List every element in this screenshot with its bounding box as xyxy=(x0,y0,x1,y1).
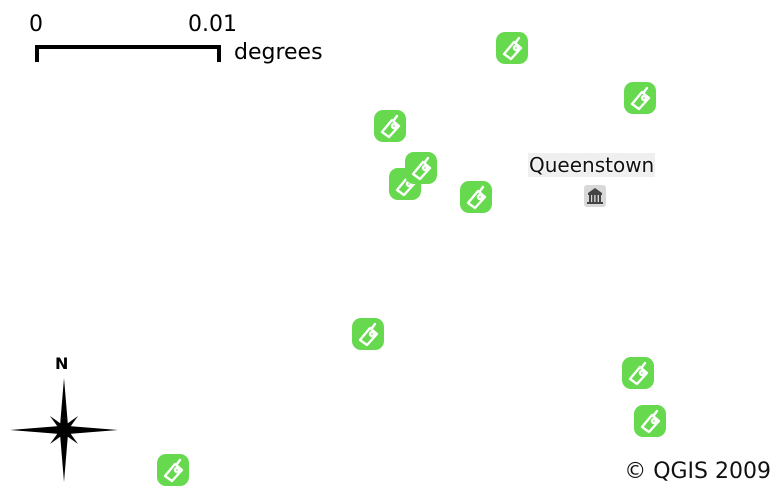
map-marker[interactable] xyxy=(624,82,656,114)
scale-bar: 0 0.01 degrees xyxy=(20,8,350,68)
scale-end-label: 0.01 xyxy=(188,12,237,37)
map-marker[interactable] xyxy=(622,357,654,389)
map-marker[interactable] xyxy=(460,181,492,213)
scale-line xyxy=(35,45,221,62)
scale-units-label: degrees xyxy=(234,40,323,65)
north-label: N xyxy=(55,354,69,373)
camping-tag-icon xyxy=(640,409,661,434)
copyright-label: © QGIS 2009 xyxy=(624,459,771,484)
town-hall-icon[interactable] xyxy=(583,184,607,208)
camping-tag-icon xyxy=(358,322,379,347)
map-marker[interactable] xyxy=(405,152,437,184)
camping-tag-icon xyxy=(380,114,401,139)
town-label: Queenstown xyxy=(528,153,656,177)
camping-tag-icon xyxy=(628,361,649,386)
camping-tag-icon xyxy=(502,36,523,61)
map-marker[interactable] xyxy=(157,454,189,486)
scale-start-label: 0 xyxy=(29,12,43,37)
north-arrow-icon xyxy=(10,378,118,482)
camping-tag-icon xyxy=(466,185,487,210)
map-marker[interactable] xyxy=(496,32,528,64)
camping-tag-icon xyxy=(630,86,651,111)
camping-tag-icon xyxy=(163,458,184,483)
map-marker[interactable] xyxy=(352,318,384,350)
map-marker[interactable] xyxy=(374,110,406,142)
map-marker[interactable] xyxy=(634,405,666,437)
camping-tag-icon xyxy=(411,156,432,181)
